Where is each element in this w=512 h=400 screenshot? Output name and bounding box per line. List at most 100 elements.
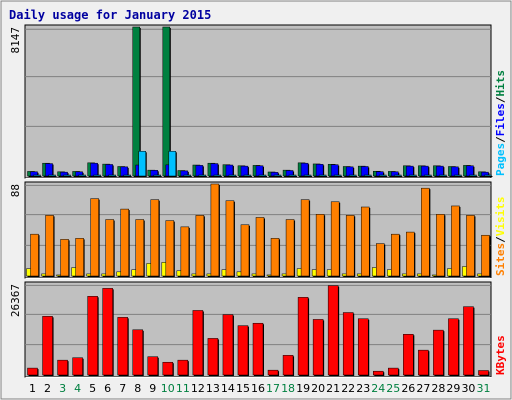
bar-kbytes-26 [403,334,414,376]
x-tick-label: 6 [104,382,111,395]
bar-files-23 [360,166,369,177]
x-tick-label: 21 [326,382,340,395]
x-tick-label: 20 [311,382,325,395]
bar-kbytes-13 [207,338,219,376]
bar-kbytes-3 [57,359,68,376]
x-tick-label: 23 [356,382,370,395]
panel-2: 88 Sites/Visits [9,181,507,279]
bar-sites-14 [225,200,235,277]
bar-files-6 [105,164,113,177]
bar-files-28 [436,165,444,177]
panels: 8147Pages/Files/Hits88Sites/Visits26367K… [9,24,507,378]
y-max-label: 26367 [9,284,22,317]
bar-shadow [109,176,117,177]
bar-shadow [94,176,102,177]
bar-shadow [290,176,298,177]
bar-shadow [49,176,57,177]
bar-sites-4 [75,238,84,277]
bar-kbytes-27 [418,349,429,376]
x-tick-label: 26 [401,382,415,395]
x-tick-label: 22 [341,382,355,395]
x-tick-label: 10 [161,382,175,395]
bar-shadow [320,176,328,177]
panel-legend: Pages/Files/Hits [494,70,507,176]
x-tick-label: 18 [281,382,295,395]
bar-files-22 [345,166,354,177]
legend-entry: Visits [494,197,507,237]
bar-sites-5 [90,198,99,277]
legend-entry: Hits [494,70,507,97]
bar-files-2 [45,163,53,177]
bar-shadow [57,275,66,277]
bar-sites-6 [105,219,114,277]
bar-shadow [395,176,403,177]
bar-sites-11 [180,226,190,277]
bar-files-26 [406,165,414,177]
bar-pages-28 [439,174,447,177]
bar-pages-11 [183,174,192,177]
bar-sites-1 [30,233,39,277]
x-tick-label: 5 [89,382,96,395]
legend-entry: Files [494,103,507,136]
bar-pages-29 [454,174,462,177]
bar-files-14 [225,164,234,177]
bar-kbytes-12 [192,310,204,376]
bar-pages-14 [228,174,237,177]
legend-entry: KBytes [494,335,507,375]
bar-shadow [470,176,478,177]
bar-pages-12 [198,174,207,177]
bar-kbytes-19 [297,297,309,376]
x-tick-label: 16 [251,382,265,395]
bar-kbytes-6 [102,288,113,376]
bar-sites-29 [451,205,460,277]
bar-kbytes-14 [222,314,234,376]
bar-kbytes-22 [342,312,354,376]
bar-sites-17 [270,238,280,277]
legend-entry: / [494,136,507,143]
panel-legend: KBytes [494,335,507,375]
bar-sites-20 [315,214,325,277]
bar-pages-17 [273,174,282,177]
x-axis-labels: 1 2 3 4 5 6 7 8 9 10 11 12 13 14 15 16 17 18 19 20 21 22 23 24 2… [29,382,490,395]
bar-kbytes-28 [433,329,444,376]
x-tick-label: 17 [266,382,280,395]
bar-pages-13 [213,174,222,177]
bar-kbytes-9 [147,356,159,376]
bar-sites-22 [345,215,355,277]
legend-entry: / [494,236,507,243]
bar-sites-24 [376,243,385,277]
bar-sites-15 [240,224,250,277]
bar-shadow [275,176,283,177]
x-tick-label: 31 [476,382,490,395]
bar-shadow [79,176,87,177]
bar-pages-18 [288,174,297,177]
y-max-label: 8147 [9,27,22,54]
x-tick-label: 30 [461,382,475,395]
bar-kbytes-25 [388,367,399,376]
bar-shadow [410,176,418,177]
bar-pages-27 [424,174,432,177]
x-tick-label: 27 [416,382,430,395]
bar-shadow [64,176,72,177]
bar-shadow [229,176,237,177]
bar-sites-10 [165,220,175,277]
bar-files-13 [210,163,219,177]
bar-kbytes-17 [267,369,279,376]
bar-shadow [124,176,132,177]
chart-title: Daily usage for January 2015 [9,8,211,22]
x-tick-label: 8 [134,382,141,395]
bar-pages-22 [348,174,357,177]
bar-shadow [365,176,373,177]
bar-files-5 [90,162,98,177]
bar-shadow [34,176,42,177]
bar-pages-10 [168,151,177,177]
bar-kbytes-15 [237,325,249,376]
bar-kbytes-16 [252,322,264,376]
bar-files-7 [120,166,128,177]
bar-shadow [440,176,448,177]
bar-shadow [244,176,252,177]
bar-shadow [260,176,267,177]
bar-shadow [199,176,207,177]
x-tick-label: 29 [446,382,460,395]
